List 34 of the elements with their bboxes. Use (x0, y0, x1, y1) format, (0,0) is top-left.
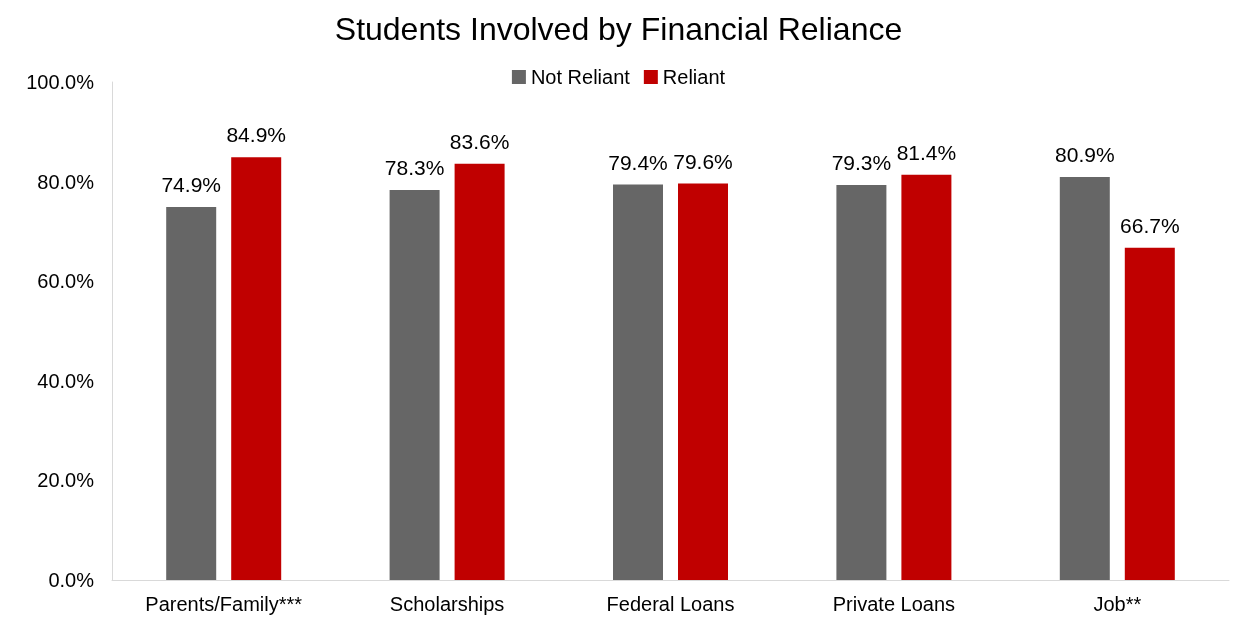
data-label: 79.4% (608, 150, 668, 174)
x-tick-label: Job** (1093, 593, 1142, 615)
data-label: 81.4% (896, 140, 957, 164)
bar (613, 184, 663, 580)
x-tick-label: Parents/Family*** (145, 593, 303, 615)
bar (836, 185, 887, 580)
data-label: 84.9% (226, 123, 286, 147)
bar (901, 174, 952, 580)
bar (1124, 247, 1175, 580)
chart-title: Students Involved by Financial Reliance (334, 11, 903, 47)
data-label: 79.6% (673, 149, 733, 173)
data-label: 78.3% (384, 156, 445, 180)
data-label: 80.9% (1055, 143, 1115, 167)
x-tick-label: Federal Loans (606, 593, 735, 615)
bar (389, 190, 440, 580)
x-tick-label: Private Loans (832, 593, 956, 615)
y-tick-label: 40.0% (37, 369, 95, 392)
x-tick-label: Scholarships (389, 593, 505, 615)
y-tick-label: 0.0% (48, 569, 95, 591)
y-tick-label: 60.0% (37, 270, 95, 293)
y-tick-label: 80.0% (37, 170, 95, 193)
bar (454, 163, 505, 580)
data-label: 66.7% (1120, 213, 1180, 237)
legend-label: Not Reliant (530, 66, 631, 88)
bar (231, 157, 282, 580)
data-label: 83.6% (449, 129, 510, 153)
legend-label: Reliant (662, 66, 726, 88)
bar (678, 183, 728, 580)
y-tick-label: 20.0% (37, 469, 95, 492)
bar (166, 207, 217, 580)
data-label: 74.9% (161, 173, 221, 196)
y-tick-label: 100.0% (26, 71, 95, 93)
bar (1059, 177, 1110, 580)
data-label: 79.3% (831, 151, 892, 175)
